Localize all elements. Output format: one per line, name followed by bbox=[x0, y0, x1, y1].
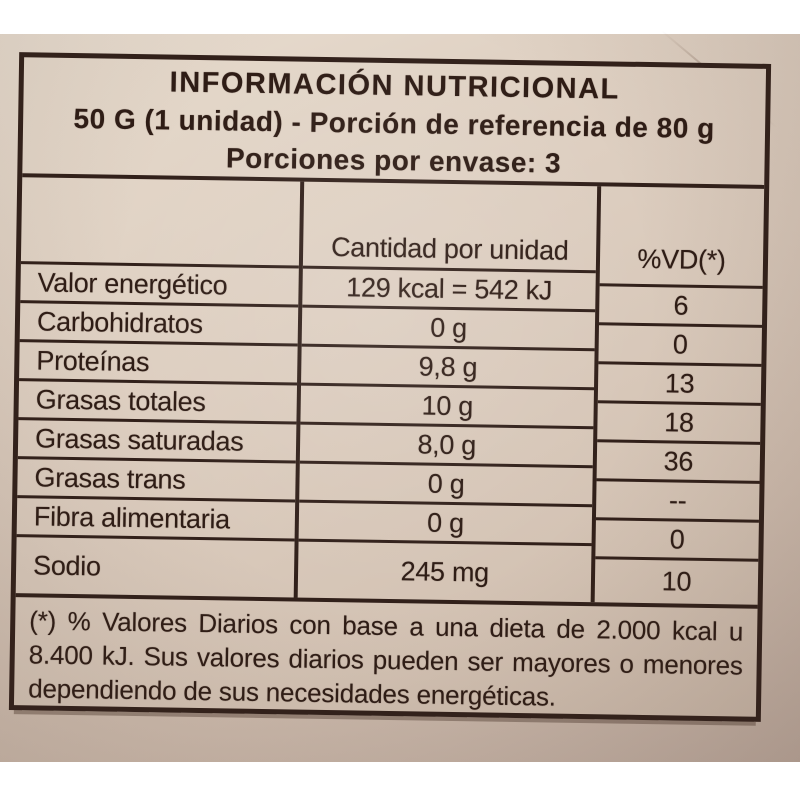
daily-value-cell: 0 bbox=[598, 325, 762, 367]
nutrition-table: Valor energético Carbohidratos Proteínas… bbox=[16, 177, 765, 605]
nutrient-name-cell: Valor energético bbox=[20, 264, 300, 308]
amount-cell: 0 g bbox=[301, 307, 596, 352]
amount-cell: 245 mg bbox=[400, 555, 490, 588]
daily-value-cell: 18 bbox=[597, 403, 761, 445]
daily-value-cell: 13 bbox=[597, 364, 762, 406]
nutrient-name-cell: Grasas saturadas bbox=[17, 420, 297, 464]
amount-cell: 10 g bbox=[300, 385, 595, 430]
daily-value-column: %VD(*) 6 0 13 18 36 -- 0 10 bbox=[590, 186, 765, 605]
nutrient-name-cell: Fibra alimentaria bbox=[16, 498, 296, 542]
amount-cell: 0 g bbox=[299, 463, 593, 508]
nutrient-name-column: Valor energético Carbohidratos Proteínas… bbox=[16, 177, 301, 597]
amount-cell: 0 g bbox=[298, 502, 593, 547]
label-header: INFORMACIÓN NUTRICIONAL 50 G (1 unidad) … bbox=[22, 57, 767, 189]
daily-value-cell: 6 bbox=[599, 286, 763, 328]
package-surface: INFORMACIÓN NUTRICIONAL 50 G (1 unidad) … bbox=[0, 30, 800, 762]
nutrition-label: INFORMACIÓN NUTRICIONAL 50 G (1 unidad) … bbox=[8, 52, 772, 722]
amount-cell: 8,0 g bbox=[300, 424, 594, 469]
nutrient-name-cell: Carbohidratos bbox=[19, 303, 299, 347]
nutrient-name-cell: Grasas totales bbox=[18, 381, 298, 425]
nutrient-name-cell: Proteínas bbox=[19, 342, 298, 386]
daily-value-cell: 10 bbox=[661, 566, 692, 597]
nutrient-name-cell: Grasas trans bbox=[17, 459, 297, 503]
amount-column: Cantidad por unidad 129 kcal = 542 kJ 0 … bbox=[293, 181, 598, 603]
daily-value-cell: -- bbox=[595, 481, 760, 523]
amount-cell: 9,8 g bbox=[301, 346, 595, 391]
daily-value-cell: 0 bbox=[595, 520, 759, 562]
amount-cell: 129 kcal = 542 kJ bbox=[302, 268, 596, 313]
nutrient-name-cell: Sodio bbox=[32, 549, 101, 581]
daily-value-column-header: %VD(*) bbox=[599, 186, 765, 289]
daily-value-footnote: (*) % Valores Diarios con base a una die… bbox=[13, 593, 758, 717]
amount-column-header: Cantidad por unidad bbox=[303, 181, 598, 274]
daily-value-cell: 36 bbox=[596, 442, 761, 484]
empty-header-cell bbox=[20, 177, 301, 269]
